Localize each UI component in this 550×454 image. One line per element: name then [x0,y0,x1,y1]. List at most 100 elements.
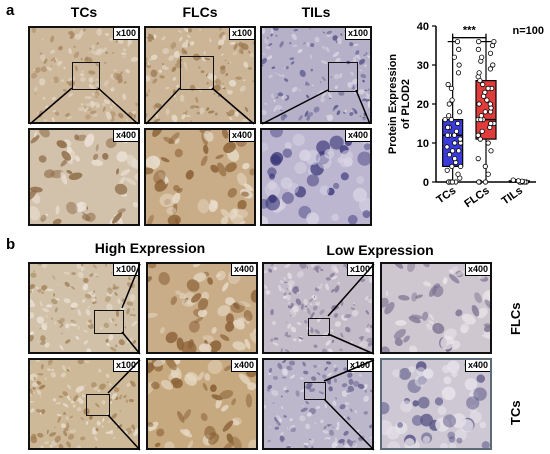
data-point [455,70,462,76]
data-point [452,140,458,146]
plod2-box-chart: 0 10 20 30 40 Protein Expressionof PLOD2 TCs FL… [388,21,545,211]
data-point [482,179,489,185]
data-point [444,132,451,138]
x-tick-label: FLCs [462,185,491,211]
data-point [457,136,463,142]
data-point [449,163,455,169]
data-point [475,156,481,162]
tile-b-low-tcs-low: x100 [262,358,374,450]
y-tick-label: 0 [423,177,429,189]
zoom-inset-box [308,318,330,336]
data-point [478,113,484,119]
data-point [476,179,482,185]
tile-b-low-flcs-low: x100 [262,262,374,354]
tile-b-high-tcs-high: x400 [146,358,258,450]
zoom-connectors-a [29,87,371,125]
data-point [488,120,494,127]
data-point [451,54,458,60]
mag-label: x100 [228,28,254,40]
data-point [479,128,485,134]
panel-b-col-low: Low Expression [326,242,434,258]
panel-a-col-tcs: TCs [70,4,98,20]
zoom-inset-box [94,310,124,334]
tile-b-high-flcs-low: x100 [28,262,140,354]
zoom-inset-box [304,382,326,400]
data-point [452,156,458,162]
significance-stars: *** [463,25,477,37]
panel-b-row-tcs: TCs [508,400,523,425]
tile-b-low-flcs-high: x400 [380,262,492,354]
y-tick-label: 40 [417,21,429,33]
tile-a-flcs-high: x400 [144,128,256,226]
mag-label: x100 [112,28,138,40]
data-point [476,70,482,76]
data-point [456,62,462,68]
data-point [455,120,461,127]
data-point [482,89,488,95]
zoom-inset-box [86,394,110,416]
data-point [475,46,482,52]
data-point [476,101,482,107]
x-tick-label: TILs [500,185,525,208]
data-point [453,128,460,134]
mag-label: x400 [464,360,490,372]
data-point [454,38,461,45]
zoom-inset-box [180,56,214,90]
data-point [510,177,516,183]
data-point [482,163,488,169]
data-point [487,50,494,56]
mag-label: x400 [344,130,370,142]
data-point [482,109,488,115]
panel-a-col-tils: TILs [301,4,331,20]
data-point [444,144,450,150]
panel-b-row-flcs: FLCs [508,302,523,336]
tile-b-low-tcs-high: x400 [380,358,492,450]
zoom-connectors-b [107,263,375,451]
mag-label: x400 [230,360,256,372]
data-point [485,85,491,92]
mag-label: x100 [112,264,138,276]
panel-a-col-flcs: FLCs [182,4,218,20]
data-point [480,81,486,88]
y-axis-label: Protein Expressionof PLOD2 [388,54,412,155]
data-point [445,124,451,131]
x-tick-label: TCs [434,185,458,207]
data-point [491,38,497,45]
data-point [457,109,463,115]
mag-label: x400 [230,264,256,276]
data-point [479,54,485,60]
data-point [448,117,455,123]
y-tick-label: 30 [417,60,429,72]
data-point [485,171,491,177]
zoom-inset-box [72,62,100,90]
mag-label: x400 [464,264,490,276]
data-point [446,113,452,119]
data-point [449,179,456,185]
tile-a-flcs-low: x100 [144,26,256,124]
y-tick-label: 20 [417,99,429,111]
data-point [445,81,451,88]
data-point [515,178,521,184]
tile-b-high-flcs-high: x400 [146,262,258,354]
data-point [446,152,453,158]
data-point [458,163,464,169]
data-point [484,97,490,103]
data-point [487,101,493,107]
data-point [488,148,494,154]
tile-a-tcs-high: x400 [28,128,140,226]
data-point [449,148,456,154]
mag-label: x100 [344,28,370,40]
data-point [444,167,450,173]
zoom-inset-box [328,62,358,92]
y-tick-label: 10 [417,138,429,150]
mag-label: x400 [112,130,138,142]
data-point [442,117,448,123]
data-point [448,85,455,92]
n-annotation: n=100 [513,25,545,37]
data-point [446,101,452,107]
data-point [475,132,481,138]
tile-a-tils-high: x400 [260,128,372,226]
data-point [456,148,462,154]
data-point [490,62,496,68]
tile-a-tcs-low: x100 [28,26,140,124]
